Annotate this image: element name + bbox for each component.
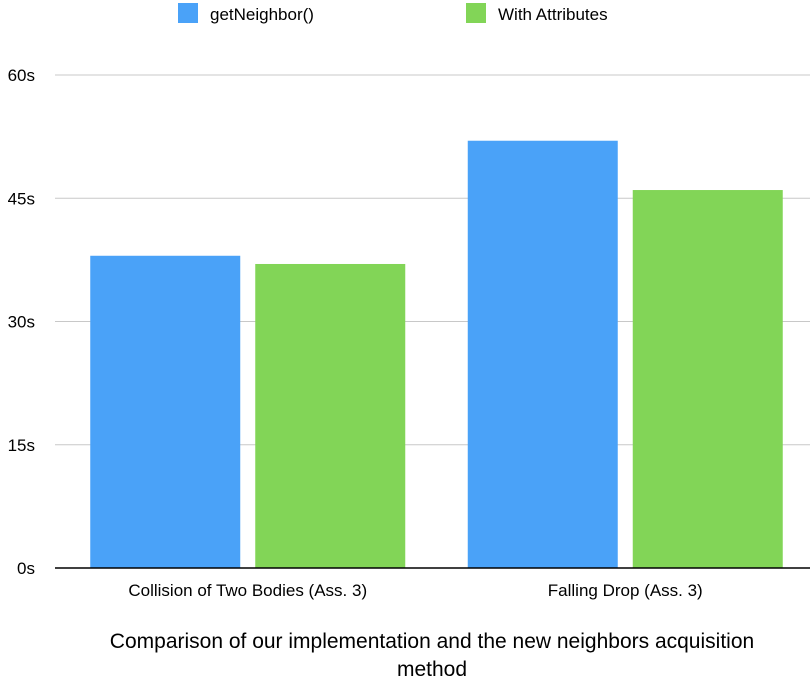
chart-title-line: method (397, 658, 467, 681)
legend: getNeighbor() With Attributes (178, 3, 608, 24)
legend-label: getNeighbor() (210, 5, 314, 24)
chart-title: Comparison of our implementation and the… (110, 630, 754, 681)
bar (255, 263, 406, 568)
bar (90, 255, 241, 568)
legend-label: With Attributes (498, 5, 608, 24)
y-tick-label: 60s (8, 66, 35, 85)
bar (467, 140, 618, 568)
x-axis-labels: Collision of Two Bodies (Ass. 3) Falling … (128, 581, 702, 600)
y-tick-label: 45s (8, 189, 35, 208)
y-tick-label: 0s (17, 559, 35, 578)
chart-title-line: Comparison of our implementation and the… (110, 630, 754, 653)
legend-swatch (178, 3, 198, 23)
legend-swatch (466, 3, 486, 23)
x-tick-label: Falling Drop (Ass. 3) (548, 581, 703, 600)
y-tick-label: 30s (8, 313, 35, 332)
y-axis-ticks: 0s 15s 30s 45s 60s (8, 66, 35, 578)
x-tick-label: Collision of Two Bodies (Ass. 3) (128, 581, 367, 600)
bars (90, 140, 783, 569)
bar (632, 190, 783, 569)
y-tick-label: 15s (8, 436, 35, 455)
